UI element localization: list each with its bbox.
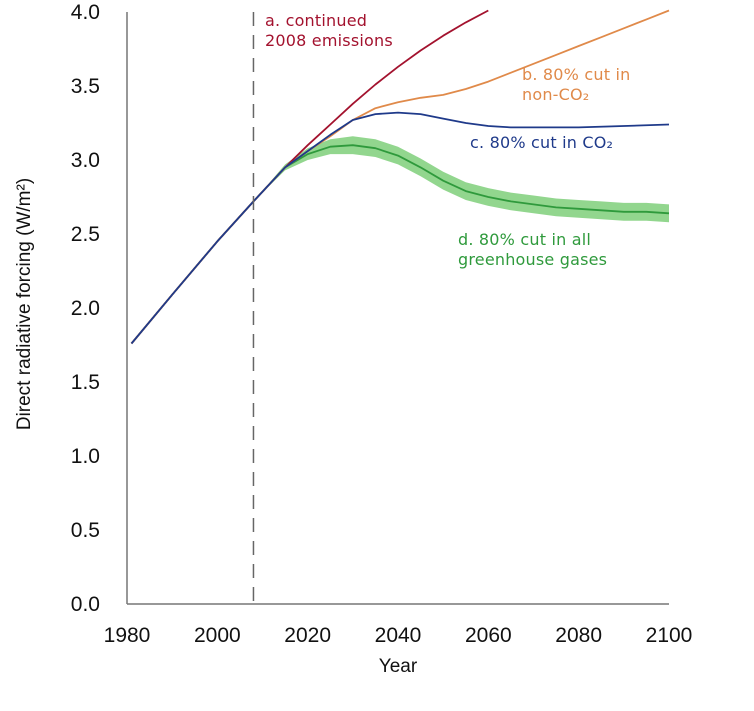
y-tick-label: 4.0 — [71, 1, 100, 24]
series-a-label: a. continued — [265, 11, 367, 30]
x-tick-label: 2100 — [646, 624, 693, 647]
y-axis-title: Direct radiative forcing (W/m²) — [14, 178, 35, 430]
series-d-label: d. 80% cut in all — [458, 230, 591, 249]
series-a-label: 2008 emissions — [265, 31, 393, 50]
x-axis-title: Year — [379, 656, 418, 677]
y-tick-label: 3.0 — [71, 149, 100, 172]
y-tick-label: 0.0 — [71, 593, 100, 616]
series-b-line — [130, 9, 670, 345]
x-tick-label: 2080 — [555, 624, 602, 647]
y-tick-label: 1.5 — [71, 371, 100, 394]
y-tick-label: 3.5 — [71, 75, 100, 98]
x-tick-label: 2040 — [375, 624, 422, 647]
y-tick-label: 2.5 — [71, 223, 100, 246]
y-tick-label: 0.5 — [71, 519, 100, 542]
series-b-label: non-CO₂ — [522, 85, 589, 104]
series-b-label: b. 80% cut in — [522, 65, 630, 84]
y-tick-label: 2.0 — [71, 297, 100, 320]
series-c-label: c. 80% cut in CO₂ — [470, 133, 613, 152]
series-d-label: greenhouse gases — [458, 250, 607, 269]
x-tick-label: 2000 — [194, 624, 241, 647]
x-tick-label: 2020 — [284, 624, 331, 647]
y-tick-label: 1.0 — [71, 445, 100, 468]
x-tick-label: 2060 — [465, 624, 512, 647]
x-tick-label: 1980 — [104, 624, 151, 647]
